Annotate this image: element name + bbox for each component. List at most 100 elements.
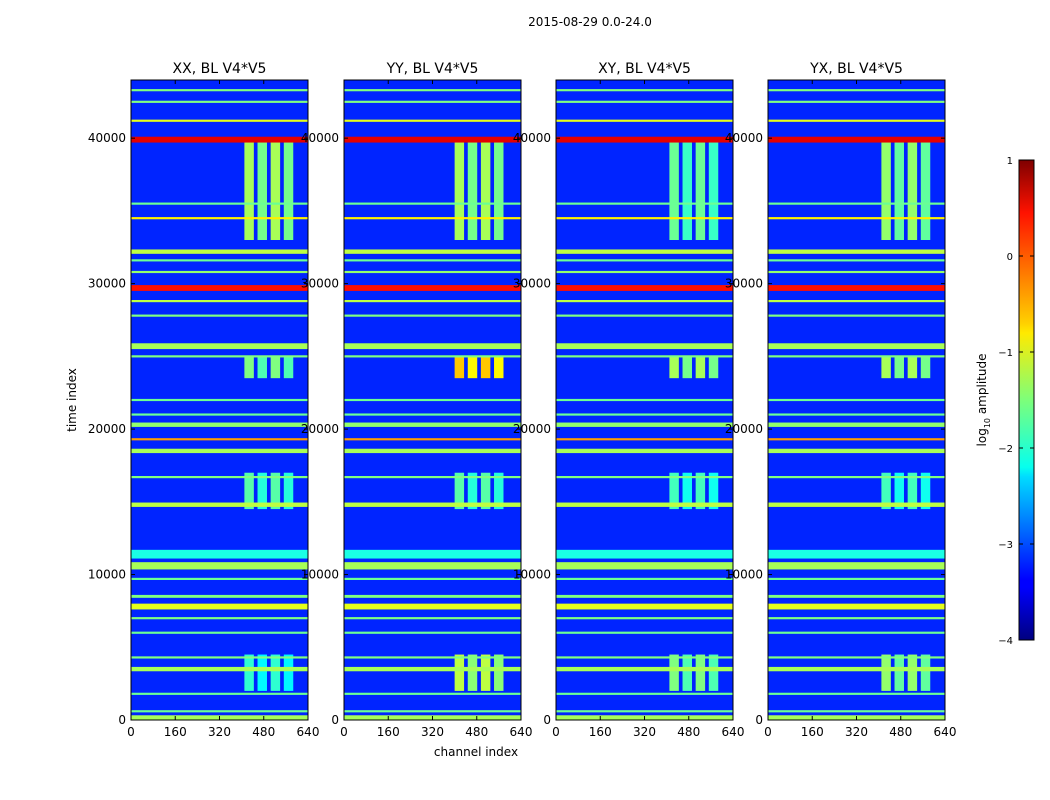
rfi-stripe bbox=[131, 259, 308, 262]
bright-channel-block bbox=[669, 472, 679, 510]
x-tick-label: 0 bbox=[764, 725, 772, 739]
bright-channel-block bbox=[480, 654, 491, 691]
rfi-stripe bbox=[556, 259, 733, 262]
bright-channel-block bbox=[708, 138, 719, 240]
rfi-stripe bbox=[131, 355, 308, 358]
rfi-stripe bbox=[131, 549, 308, 559]
rfi-stripe bbox=[556, 577, 733, 580]
x-tick-label: 320 bbox=[421, 725, 444, 739]
bright-channel-block bbox=[494, 654, 504, 691]
rfi-stripe bbox=[344, 202, 521, 205]
bright-channel-block bbox=[682, 138, 692, 240]
x-tick-label: 640 bbox=[510, 725, 533, 739]
rfi-stripe bbox=[344, 136, 521, 143]
rfi-stripe bbox=[768, 692, 945, 695]
bright-channel-block bbox=[894, 654, 904, 691]
panel-title: YX, BL V4*V5 bbox=[809, 61, 903, 77]
rfi-stripe bbox=[768, 710, 945, 713]
bright-channel-block bbox=[907, 356, 918, 379]
x-tick-label: 480 bbox=[465, 725, 488, 739]
rfi-stripe bbox=[344, 710, 521, 713]
rfi-stripe bbox=[344, 413, 521, 416]
rfi-stripe bbox=[131, 270, 308, 274]
rfi-stripe bbox=[768, 448, 945, 454]
bright-channel-block bbox=[881, 472, 891, 510]
bright-channel-block bbox=[894, 138, 904, 240]
rfi-stripe bbox=[556, 631, 733, 634]
rfi-stripe bbox=[131, 562, 308, 570]
panel-title: XY, BL V4*V5 bbox=[598, 61, 691, 77]
rfi-stripe bbox=[556, 549, 733, 559]
x-tick-label: 480 bbox=[677, 725, 700, 739]
rfi-stripe bbox=[768, 355, 945, 358]
bright-channel-block bbox=[695, 138, 706, 240]
rfi-stripe bbox=[768, 631, 945, 634]
rfi-stripe bbox=[768, 119, 945, 122]
x-tick-label: 320 bbox=[208, 725, 231, 739]
x-tick-label: 160 bbox=[164, 725, 187, 739]
rfi-stripe bbox=[768, 603, 945, 610]
colorbar-tick-label: −2 bbox=[998, 444, 1013, 455]
rfi-stripe bbox=[556, 270, 733, 274]
x-tick-label: 640 bbox=[722, 725, 745, 739]
bright-channel-block bbox=[920, 138, 931, 240]
rfi-stripe bbox=[768, 217, 945, 220]
y-tick-label: 40000 bbox=[725, 131, 763, 145]
rfi-stripe bbox=[131, 656, 308, 659]
bright-channel-block bbox=[244, 654, 254, 691]
y-tick-label: 30000 bbox=[725, 277, 763, 291]
y-axis-label: time index bbox=[65, 368, 79, 432]
bright-channel-block bbox=[695, 654, 706, 691]
rfi-stripe bbox=[768, 285, 945, 291]
rfi-stripe bbox=[344, 562, 521, 570]
bright-channel-block bbox=[270, 356, 281, 379]
rfi-stripe bbox=[556, 343, 733, 350]
bright-channel-block bbox=[454, 472, 465, 510]
bright-channel-block bbox=[708, 654, 719, 691]
rfi-stripe bbox=[556, 594, 733, 598]
x-tick-label: 480 bbox=[889, 725, 912, 739]
colorbar-tick-label: −3 bbox=[998, 540, 1013, 551]
bright-channel-block bbox=[669, 356, 679, 379]
rfi-stripe bbox=[131, 89, 308, 92]
bright-channel-block bbox=[257, 138, 267, 240]
rfi-stripe bbox=[768, 398, 945, 402]
rfi-stripe bbox=[556, 300, 733, 303]
bright-channel-block bbox=[480, 472, 491, 510]
rfi-stripe bbox=[768, 422, 945, 427]
x-tick-label: 0 bbox=[340, 725, 348, 739]
rfi-stripe bbox=[556, 398, 733, 402]
rfi-stripe bbox=[344, 549, 521, 559]
rfi-stripe bbox=[131, 300, 308, 303]
rfi-stripe bbox=[131, 136, 308, 143]
rfi-stripe bbox=[556, 249, 733, 254]
rfi-stripe bbox=[556, 666, 733, 672]
heatmap-panel: XX, BL V4*V5 0 160 320 480 640 0 10000 20000 3000… bbox=[88, 61, 320, 739]
bright-channel-block bbox=[669, 654, 679, 691]
rfi-stripe bbox=[344, 666, 521, 672]
rfi-stripe bbox=[556, 438, 733, 441]
bright-channel-block bbox=[695, 356, 706, 379]
x-tick-label: 160 bbox=[589, 725, 612, 739]
y-tick-label: 40000 bbox=[88, 131, 126, 145]
rfi-stripe bbox=[556, 617, 733, 620]
rfi-stripe bbox=[344, 502, 521, 507]
bright-channel-block bbox=[467, 138, 478, 240]
rfi-stripe bbox=[131, 666, 308, 672]
bright-channel-block bbox=[270, 472, 281, 510]
bright-channel-block bbox=[894, 356, 904, 379]
x-tick-label: 640 bbox=[934, 725, 957, 739]
rfi-stripe bbox=[131, 217, 308, 220]
y-tick-label: 40000 bbox=[301, 131, 339, 145]
rfi-stripe bbox=[131, 343, 308, 350]
heatmap-panel: YY, BL V4*V5 0 160 320 480 640 0 10000 20000 3000… bbox=[301, 61, 533, 739]
bright-channel-block bbox=[270, 654, 281, 691]
rfi-stripe bbox=[556, 562, 733, 570]
colorbar-gradient bbox=[1018, 159, 1035, 641]
rfi-stripe bbox=[344, 100, 521, 103]
rfi-stripe bbox=[768, 270, 945, 274]
y-tick-label: 0 bbox=[331, 713, 339, 727]
bright-channel-block bbox=[881, 654, 891, 691]
rfi-stripe bbox=[344, 249, 521, 254]
panel-title: XX, BL V4*V5 bbox=[173, 61, 267, 77]
